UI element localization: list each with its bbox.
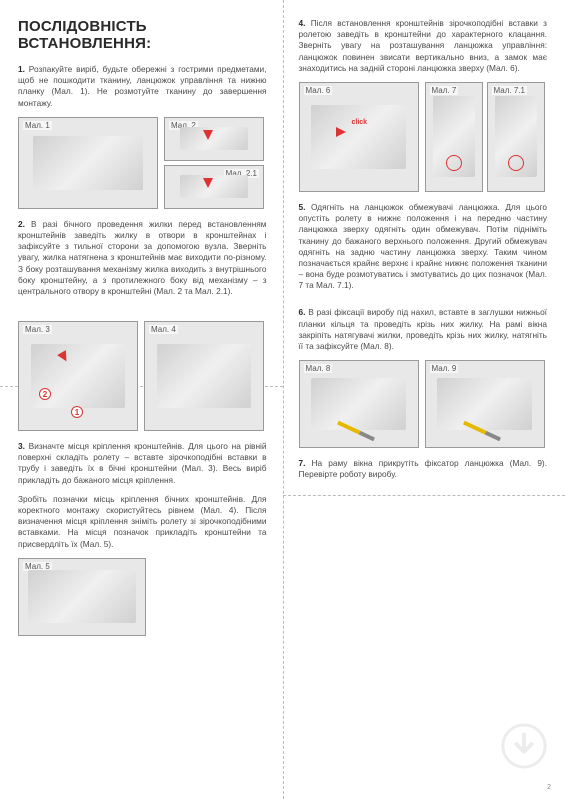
figure-6-arrow bbox=[336, 127, 346, 137]
figure-row-2: Мал. 3 2 1 Мал. 4 bbox=[18, 321, 267, 431]
figure-1-label: Мал. 1 bbox=[23, 121, 52, 130]
figure-6: Мал. 6 click bbox=[299, 82, 419, 192]
step-3a-body: Визначте місця кріплення кронштейнів. Дл… bbox=[18, 441, 267, 485]
step-2-text: 2. В разі бічного проведення жилки перед… bbox=[18, 219, 267, 297]
watermark-icon bbox=[501, 723, 547, 769]
figure-8-art bbox=[311, 378, 405, 430]
instruction-page: ПОСЛІДОВНІСТЬ ВСТАНОВЛЕННЯ: 1. Розпакуйт… bbox=[0, 0, 565, 799]
figure-2-art bbox=[180, 127, 249, 150]
figure-8: Мал. 8 bbox=[299, 360, 419, 448]
step-7-number: 7. bbox=[299, 458, 306, 468]
figure-7-group: Мал. 7 Мал. 7.1 bbox=[425, 82, 545, 192]
step-1-body: Розпакуйте виріб, будьте обережні з гост… bbox=[18, 64, 267, 108]
page-number: 2 bbox=[547, 784, 551, 791]
step-3b-body: Зробіть позначки місць кріплення бічних … bbox=[18, 494, 267, 549]
step-4-number: 4. bbox=[299, 18, 306, 28]
figure-7-1: Мал. 7.1 bbox=[487, 82, 545, 192]
figure-3-label: Мал. 3 bbox=[23, 325, 52, 334]
step-7-text: 7. На раму вікна прикрутіть фіксатор лан… bbox=[299, 458, 548, 480]
figure-2: Мал. 2 bbox=[164, 117, 264, 161]
figure-3: Мал. 3 2 1 bbox=[18, 321, 138, 431]
figure-5: Мал. 5 bbox=[18, 558, 146, 636]
step-7-body: На раму вікна прикрутіть фіксатор ланцюж… bbox=[299, 458, 548, 479]
step-3a-text: 3. Визначте місця кріплення кронштейнів.… bbox=[18, 441, 267, 486]
figure-7-1-circle bbox=[508, 155, 524, 171]
step-4-body: Після встановлення кронштейнів зірочкопо… bbox=[299, 18, 548, 73]
left-column: ПОСЛІДОВНІСТЬ ВСТАНОВЛЕННЯ: 1. Розпакуйт… bbox=[0, 0, 283, 799]
step-1-text: 1. Розпакуйте виріб, будьте обережні з г… bbox=[18, 64, 267, 109]
step-6-number: 6. bbox=[299, 307, 306, 317]
figure-6-click: click bbox=[352, 119, 368, 126]
figure-1-art bbox=[33, 136, 143, 190]
step-4-text: 4. Після встановлення кронштейнів зірочк… bbox=[299, 18, 548, 74]
figure-3-badge-1: 1 bbox=[71, 406, 83, 418]
figure-7: Мал. 7 bbox=[425, 82, 483, 192]
figure-row-3: Мал. 5 bbox=[18, 558, 267, 636]
section-divider-right bbox=[283, 495, 565, 496]
figure-9-label: Мал. 9 bbox=[430, 364, 459, 373]
step-5-text: 5. Одягніть на ланцюжок обмежувачі ланцю… bbox=[299, 202, 548, 292]
figure-5-art bbox=[28, 570, 135, 623]
figure-2-arrow bbox=[203, 130, 213, 140]
figure-4-art bbox=[157, 344, 251, 409]
step-5-number: 5. bbox=[299, 202, 306, 212]
spacer-right bbox=[299, 299, 548, 307]
step-5-body: Одягніть на ланцюжок обмежувачі ланцюжка… bbox=[299, 202, 548, 290]
figure-7-1-label: Мал. 7.1 bbox=[492, 86, 527, 95]
step-2-number: 2. bbox=[18, 219, 25, 229]
figure-1: Мал. 1 bbox=[18, 117, 158, 209]
figure-3-badge-2: 2 bbox=[39, 388, 51, 400]
figure-6-art bbox=[311, 105, 405, 170]
figure-2-1-art bbox=[180, 175, 249, 198]
figure-7-circle bbox=[446, 155, 462, 171]
page-title: ПОСЛІДОВНІСТЬ ВСТАНОВЛЕННЯ: bbox=[18, 18, 267, 52]
figure-7-label: Мал. 7 bbox=[430, 86, 459, 95]
step-3b-text: Зробіть позначки місць кріплення бічних … bbox=[18, 494, 267, 550]
step-6-text: 6. В разі фіксації виробу під нахил, вст… bbox=[299, 307, 548, 352]
figure-4-label: Мал. 4 bbox=[149, 325, 178, 334]
figure-row-4: Мал. 6 click Мал. 7 Мал. 7.1 bbox=[299, 82, 548, 192]
right-column: 4. Після встановлення кронштейнів зірочк… bbox=[283, 0, 565, 799]
figure-9: Мал. 9 bbox=[425, 360, 545, 448]
figure-row-1: Мал. 1 Мал. 2 Мал. 2.1 bbox=[18, 117, 267, 209]
column-divider bbox=[283, 0, 284, 799]
step-6-body: В разі фіксації виробу під нахил, вставт… bbox=[299, 307, 548, 351]
figure-2-stack: Мал. 2 Мал. 2.1 bbox=[164, 117, 264, 209]
figure-4: Мал. 4 bbox=[144, 321, 264, 431]
figure-2-1: Мал. 2.1 bbox=[164, 165, 264, 209]
step-3-number: 3. bbox=[18, 441, 25, 451]
step-1-number: 1. bbox=[18, 64, 25, 74]
figure-2-1-arrow bbox=[203, 178, 213, 188]
figure-9-art bbox=[437, 378, 531, 430]
spacer bbox=[18, 305, 267, 315]
step-2-body: В разі бічного проведення жилки перед вс… bbox=[18, 219, 267, 296]
figure-row-5: Мал. 8 Мал. 9 bbox=[299, 360, 548, 448]
figure-6-label: Мал. 6 bbox=[304, 86, 333, 95]
figure-8-label: Мал. 8 bbox=[304, 364, 333, 373]
